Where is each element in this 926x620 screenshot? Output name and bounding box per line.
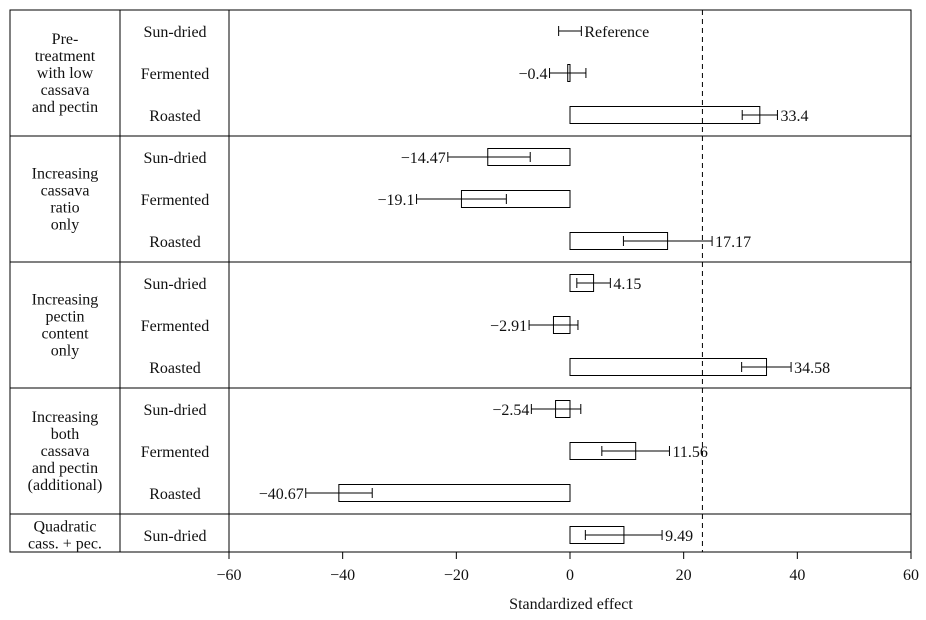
group-label-line: content: [41, 326, 89, 343]
group-label-line: Pre-: [52, 31, 79, 48]
bar: [338, 484, 571, 502]
group-label: Pre-treatment with low cassava and pectin: [32, 31, 98, 116]
data-label: 34.58: [794, 360, 830, 377]
x-tick-label: 40: [789, 567, 805, 584]
category-label: Fermented: [141, 66, 209, 83]
x-tick-label: −20: [444, 567, 469, 584]
group-label-line: and pectin: [32, 460, 98, 477]
group-label: Increasing both cassava and pectin (addition…: [28, 409, 103, 494]
category-label: Roasted: [149, 234, 201, 251]
x-tick-label: −40: [330, 567, 355, 584]
chart-frame: [9, 9, 912, 553]
group-label: Quadratic cass. + pec.: [28, 519, 102, 553]
group-label-line: with low: [37, 65, 94, 82]
data-label: 9.49: [665, 528, 693, 545]
x-axis: −60 −40 −20 0 20 40 60: [216, 552, 919, 584]
bar: [569, 106, 761, 124]
category-label: Roasted: [149, 486, 201, 503]
group-label-line: cassava: [41, 183, 90, 200]
group-label-line: Increasing: [32, 409, 99, 426]
category-label: Sun-dried: [143, 24, 206, 41]
data-label: −14.47: [401, 150, 446, 167]
group-label-line: and pectin: [32, 99, 98, 116]
group-label-line: cassava: [41, 443, 90, 460]
group-label-line: (additional): [28, 477, 103, 494]
group-label-line: Quadratic: [33, 519, 96, 536]
category-label: Sun-dried: [143, 150, 206, 167]
data-label: 33.4: [780, 108, 808, 125]
group-label-line: only: [51, 217, 79, 234]
group-label-line: treatment: [35, 48, 96, 65]
category-label: Fermented: [141, 318, 209, 335]
x-tick-label: 0: [566, 567, 574, 584]
data-label: −19.1: [378, 192, 415, 209]
x-axis-title: Standardized effect: [509, 596, 633, 613]
x-tick-label: −60: [216, 567, 241, 584]
row-labels: Pre-treatment with low cassava and pectinSu…: [28, 24, 210, 553]
group-label-line: ratio: [50, 200, 79, 217]
category-label: Roasted: [149, 108, 201, 125]
category-label: Fermented: [141, 192, 209, 209]
reference-label: Reference: [584, 24, 649, 41]
data-label: −40.67: [259, 486, 304, 503]
category-label: Roasted: [149, 360, 201, 377]
data-label: 4.15: [613, 276, 641, 293]
bar: [569, 358, 768, 376]
data-label: −0.4: [519, 66, 548, 83]
group-label: Increasing cassava ratio only: [32, 166, 99, 234]
group-label-line: both: [51, 426, 79, 443]
data-label: 17.17: [715, 234, 751, 251]
data-label: −2.54: [492, 402, 529, 419]
group-label-line: only: [51, 343, 79, 360]
data-label: −2.91: [490, 318, 527, 335]
category-label: Fermented: [141, 444, 209, 461]
group-label-line: cass. + pec.: [28, 536, 102, 553]
group-label-line: Increasing: [32, 292, 99, 309]
category-label: Sun-dried: [143, 528, 206, 545]
x-tick-label: 60: [903, 567, 919, 584]
group-label-line: pectin: [45, 309, 84, 326]
category-label: Sun-dried: [143, 402, 206, 419]
group-label-line: cassava: [41, 82, 90, 99]
category-label: Sun-dried: [143, 276, 206, 293]
data-label: 11.56: [672, 444, 707, 461]
group-label: Increasing pectin content only: [32, 292, 99, 360]
x-tick-label: 20: [676, 567, 692, 584]
group-label-line: Increasing: [32, 166, 99, 183]
plot-area: Reference −0.4 33.4 −14.47 −19.1 17.17 4.15 −2.…: [10, 10, 911, 552]
